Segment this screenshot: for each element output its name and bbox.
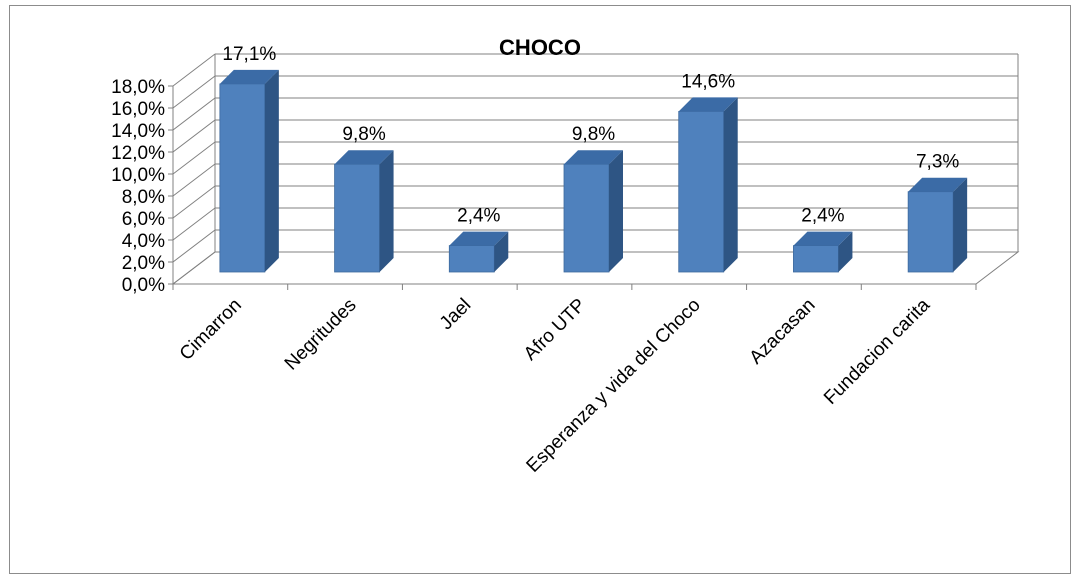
side-gridline-1 bbox=[172, 229, 216, 263]
data-label: 9,8% bbox=[342, 124, 385, 145]
bar-front bbox=[678, 111, 725, 273]
bar-top bbox=[793, 231, 853, 246]
bar-layer bbox=[219, 69, 968, 273]
bar bbox=[793, 231, 853, 273]
bar-front bbox=[219, 83, 266, 273]
axis-layer: 0,0%2,0%4,0%6,0%8,0%10,0%12,0%14,0%16,0%… bbox=[111, 77, 977, 296]
y-tick-label: 16,0% bbox=[111, 99, 165, 120]
bar bbox=[678, 97, 738, 273]
side-gridline-4 bbox=[172, 163, 216, 197]
data-label: 2,4% bbox=[801, 206, 844, 227]
x-category-label: Jael bbox=[436, 295, 475, 334]
bar-front bbox=[907, 191, 954, 273]
y-tick-label: 8,0% bbox=[122, 187, 165, 208]
side-gridline-3 bbox=[172, 185, 216, 219]
data-label: 14,6% bbox=[681, 71, 735, 92]
bar-side bbox=[953, 177, 968, 272]
bar-front bbox=[563, 163, 610, 273]
x-category-label: Fundacion carita bbox=[820, 294, 934, 408]
bar bbox=[907, 177, 968, 273]
bar bbox=[563, 150, 623, 273]
y-tick-label: 6,0% bbox=[122, 209, 165, 230]
bar-side bbox=[379, 150, 394, 272]
bar-side bbox=[609, 150, 623, 272]
bar-front bbox=[334, 163, 380, 273]
y-tick-label: 14,0% bbox=[111, 121, 165, 142]
bar bbox=[448, 231, 509, 273]
side-gridline-2 bbox=[172, 207, 216, 241]
y-tick-label: 10,0% bbox=[111, 165, 165, 186]
x-category-label: Cimarron bbox=[176, 295, 246, 365]
side-gridline-9 bbox=[172, 53, 216, 87]
side-gridline-6 bbox=[172, 119, 216, 153]
y-tick-label: 18,0% bbox=[111, 77, 165, 98]
y-tick-label: 4,0% bbox=[122, 231, 165, 252]
bar-top bbox=[908, 177, 968, 192]
data-label: 9,8% bbox=[572, 124, 615, 145]
side-gridline-5 bbox=[172, 141, 216, 175]
chart-frame bbox=[9, 5, 1071, 574]
bar-top bbox=[564, 150, 623, 165]
side-gridline-8 bbox=[172, 75, 216, 109]
bar-side bbox=[838, 231, 853, 272]
data-label: 17,1% bbox=[222, 44, 276, 65]
chart-title: CHOCO bbox=[499, 35, 581, 60]
y-tick-label: 12,0% bbox=[111, 143, 165, 164]
bar-front bbox=[793, 245, 839, 273]
bar-top bbox=[678, 97, 738, 112]
x-category-label: Azacasan bbox=[746, 295, 820, 369]
bar-front bbox=[448, 245, 495, 273]
side-gridline-7 bbox=[172, 97, 216, 131]
bar-side bbox=[264, 69, 279, 273]
x-category-label: Negritudes bbox=[281, 295, 361, 375]
bar-side bbox=[494, 231, 509, 272]
data-label: 2,4% bbox=[457, 206, 500, 227]
y-tick-label: 2,0% bbox=[122, 253, 165, 274]
bar bbox=[219, 69, 279, 273]
data-label: 7,3% bbox=[916, 152, 959, 173]
bar-top bbox=[449, 231, 509, 246]
floor bbox=[171, 251, 1020, 285]
x-category-label: Afro UTP bbox=[520, 295, 590, 365]
bar bbox=[334, 150, 394, 273]
bar-top bbox=[219, 69, 279, 84]
bar-top bbox=[334, 150, 394, 165]
bar-side bbox=[723, 97, 738, 273]
y-tick-label: 0,0% bbox=[122, 275, 165, 296]
